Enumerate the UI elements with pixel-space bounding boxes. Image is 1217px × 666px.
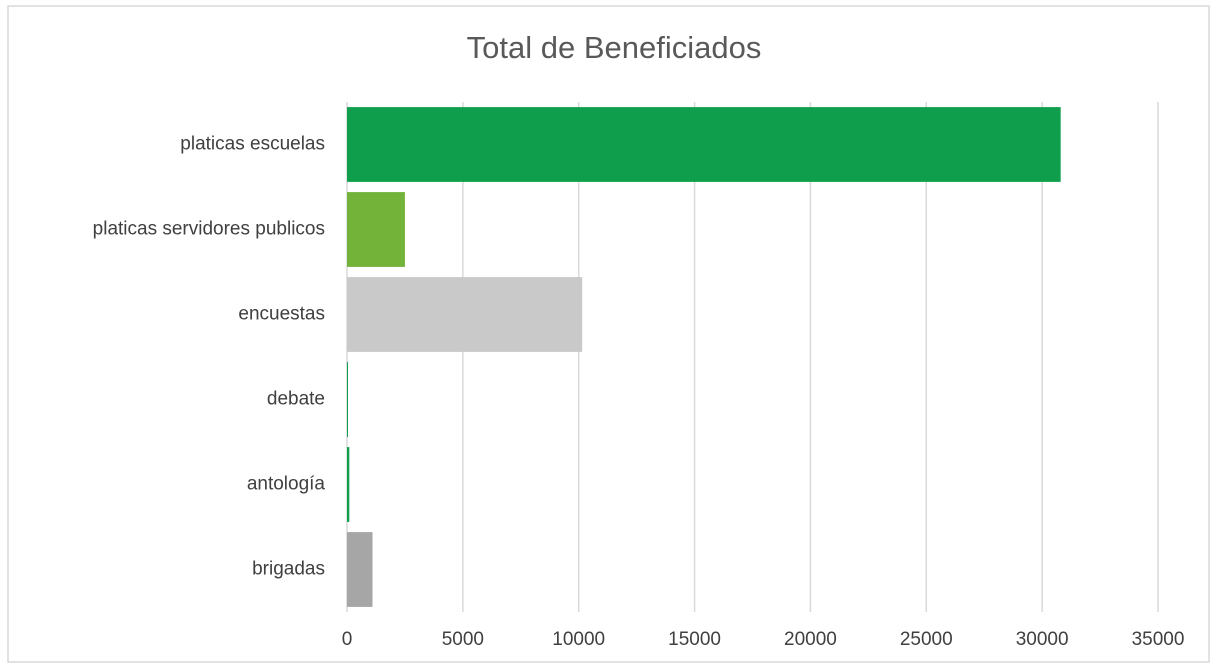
bar	[347, 532, 373, 607]
bar	[347, 447, 350, 522]
x-tick-label: 0	[342, 629, 353, 650]
x-tick-label: 25000	[900, 629, 953, 650]
y-tick-label: platicas servidores publicos	[93, 219, 325, 240]
bar	[347, 192, 405, 267]
chart-frame	[7, 5, 1210, 663]
chart-title: Total de Beneficiados	[467, 30, 762, 65]
y-tick-label: encuestas	[238, 304, 325, 325]
x-tick-label: 15000	[668, 629, 721, 650]
x-tick-label: 35000	[1132, 629, 1185, 650]
x-tick-label: 20000	[784, 629, 837, 650]
x-tick-label: 30000	[1016, 629, 1069, 650]
y-tick-label: antología	[247, 474, 326, 495]
bar	[347, 107, 1061, 182]
x-tick-label: 5000	[442, 629, 484, 650]
y-tick-label: platicas escuelas	[180, 134, 325, 155]
bar	[347, 362, 348, 437]
x-tick-label: 10000	[552, 629, 605, 650]
y-tick-label: brigadas	[252, 559, 325, 580]
y-tick-label: debate	[267, 389, 325, 410]
bar	[347, 277, 583, 352]
